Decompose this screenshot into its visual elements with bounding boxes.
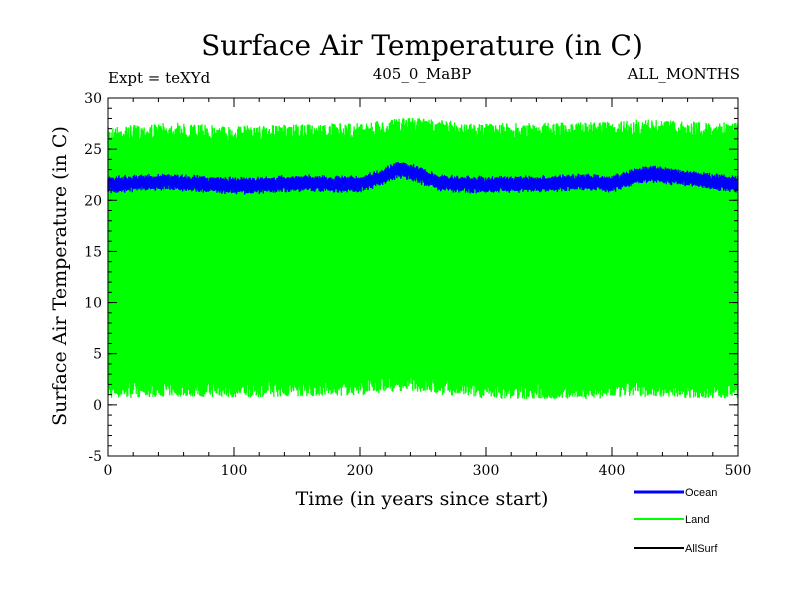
y-tick-label: -5: [88, 449, 102, 465]
legend-label-land: Land: [685, 514, 709, 526]
y-tick-label: 5: [93, 347, 102, 363]
x-tick-label: 500: [725, 463, 752, 479]
subtitle-experiment: Expt = teXYd: [108, 69, 211, 87]
x-axis-label: Time (in years since start): [296, 488, 549, 510]
x-tick-label: 200: [347, 463, 374, 479]
legend-item-land: Land: [634, 514, 709, 526]
y-tick-label: 15: [84, 244, 102, 260]
legend-label-ocean: Ocean: [685, 487, 717, 499]
y-tick-label: 20: [84, 193, 102, 209]
y-axis-label: Surface Air Temperature (in C): [49, 126, 71, 426]
y-tick-label: 30: [84, 91, 102, 107]
subtitle-months: ALL_MONTHS: [627, 65, 740, 83]
legend-item-allsurf: AllSurf: [634, 543, 718, 555]
series-land: [107, 117, 739, 400]
subtitle-period: 405_0_MaBP: [373, 65, 472, 83]
x-tick-label: 100: [221, 463, 248, 479]
x-tick-label: 300: [473, 463, 500, 479]
chart-title: Surface Air Temperature (in C): [201, 29, 643, 62]
plot-area: [107, 117, 739, 400]
y-tick-label: 25: [84, 142, 102, 158]
legend-label-allsurf: AllSurf: [685, 543, 718, 555]
legend-item-ocean: Ocean: [634, 487, 717, 499]
x-tick-label: 400: [599, 463, 626, 479]
plot-frame: [107, 97, 739, 457]
series-land-line: [107, 117, 739, 400]
y-tick-label: 10: [84, 296, 102, 312]
legend: Ocean Land AllSurf: [634, 487, 718, 555]
x-tick-label: 0: [104, 463, 113, 479]
y-tick-label: 0: [93, 398, 102, 414]
